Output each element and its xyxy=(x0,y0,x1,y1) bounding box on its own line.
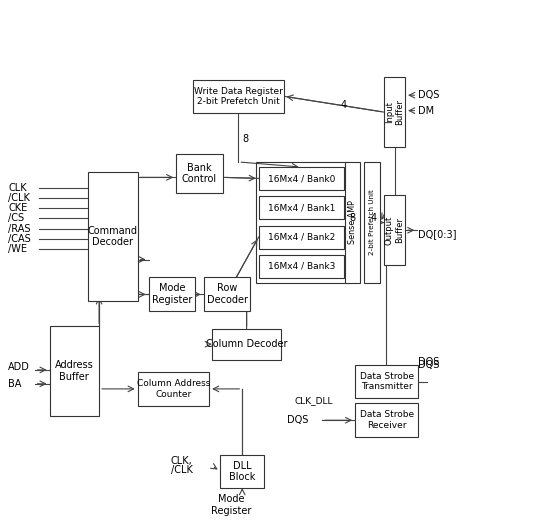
FancyBboxPatch shape xyxy=(193,80,284,113)
Text: Address
Buffer: Address Buffer xyxy=(55,361,94,382)
FancyBboxPatch shape xyxy=(148,278,195,311)
Text: CLK_DLL: CLK_DLL xyxy=(295,396,333,405)
Text: 4: 4 xyxy=(370,214,376,224)
FancyBboxPatch shape xyxy=(212,329,281,359)
Text: Row
Decoder: Row Decoder xyxy=(207,283,247,305)
Text: DQS: DQS xyxy=(418,357,440,367)
Text: DM: DM xyxy=(418,106,434,116)
Text: Column Decoder: Column Decoder xyxy=(206,339,287,349)
Text: ADD: ADD xyxy=(8,362,30,373)
Text: Sense AMP: Sense AMP xyxy=(348,201,357,244)
Text: Command
Decoder: Command Decoder xyxy=(88,226,138,247)
FancyBboxPatch shape xyxy=(176,154,223,193)
Text: CLK: CLK xyxy=(8,183,27,193)
Text: DQ[0:3]: DQ[0:3] xyxy=(418,229,457,239)
FancyBboxPatch shape xyxy=(355,365,418,398)
Text: DQS: DQS xyxy=(418,360,440,370)
Text: 16Mx4 / Bank2: 16Mx4 / Bank2 xyxy=(268,233,335,242)
Text: Output
Buffer: Output Buffer xyxy=(385,215,404,245)
FancyBboxPatch shape xyxy=(88,172,138,301)
Text: /CLK: /CLK xyxy=(171,465,192,475)
Text: DQS: DQS xyxy=(287,415,308,425)
Text: Data Strobe
Transmitter: Data Strobe Transmitter xyxy=(360,372,414,391)
Text: /CAS: /CAS xyxy=(8,234,31,244)
Text: Bank
Control: Bank Control xyxy=(182,163,217,184)
Text: DQS: DQS xyxy=(418,90,440,100)
Text: DLL
Block: DLL Block xyxy=(229,461,255,482)
FancyBboxPatch shape xyxy=(364,162,380,282)
FancyBboxPatch shape xyxy=(138,373,209,406)
Text: 8: 8 xyxy=(349,214,355,224)
FancyBboxPatch shape xyxy=(259,196,344,219)
Text: BA: BA xyxy=(8,379,22,389)
Text: Data Strobe
Receiver: Data Strobe Receiver xyxy=(360,410,414,430)
FancyBboxPatch shape xyxy=(355,403,418,437)
Text: Input
Buffer: Input Buffer xyxy=(385,99,404,125)
Text: /CS: /CS xyxy=(8,214,24,224)
FancyBboxPatch shape xyxy=(345,162,360,282)
Text: CLK,: CLK, xyxy=(171,456,192,466)
Text: /WE: /WE xyxy=(8,244,27,254)
FancyBboxPatch shape xyxy=(384,77,405,146)
Text: Write Data Register
2-bit Prefetch Unit: Write Data Register 2-bit Prefetch Unit xyxy=(193,87,282,106)
Text: 4: 4 xyxy=(341,101,347,110)
FancyBboxPatch shape xyxy=(259,226,344,249)
Text: Column Address
Counter: Column Address Counter xyxy=(137,379,210,399)
Text: 2-bit Prefetch Unit: 2-bit Prefetch Unit xyxy=(369,189,375,255)
FancyBboxPatch shape xyxy=(220,455,264,488)
Text: 16Mx4 / Bank1: 16Mx4 / Bank1 xyxy=(267,203,335,213)
Text: /RAS: /RAS xyxy=(8,224,31,234)
FancyBboxPatch shape xyxy=(259,255,344,278)
Text: /CLK: /CLK xyxy=(8,193,30,203)
Text: 16Mx4 / Bank0: 16Mx4 / Bank0 xyxy=(267,174,335,183)
Text: CKE: CKE xyxy=(8,203,28,213)
Text: 8: 8 xyxy=(242,134,249,144)
FancyBboxPatch shape xyxy=(259,167,344,190)
FancyBboxPatch shape xyxy=(49,326,99,416)
Text: 16Mx4 / Bank3: 16Mx4 / Bank3 xyxy=(267,262,335,271)
Text: Mode
Register: Mode Register xyxy=(152,283,192,305)
Text: Mode
Register: Mode Register xyxy=(211,494,251,516)
FancyBboxPatch shape xyxy=(384,195,405,265)
FancyBboxPatch shape xyxy=(203,278,250,311)
